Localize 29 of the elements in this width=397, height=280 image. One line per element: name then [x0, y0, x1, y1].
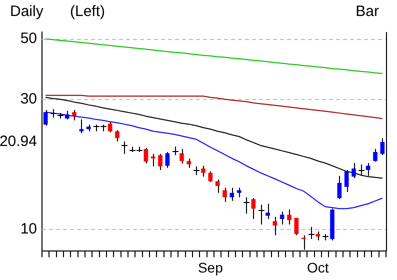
candlestick: [158, 153, 162, 170]
y-tick-label: 10: [20, 220, 37, 238]
candlestick: [186, 158, 192, 168]
text: (Left): [70, 3, 106, 20]
candlestick: [150, 153, 156, 167]
candlestick: [272, 216, 278, 236]
candlestick: [251, 198, 256, 220]
candlestick: [165, 152, 170, 168]
y-tick-label: 50: [20, 30, 37, 48]
candlestick: [180, 148, 184, 164]
candlestick: [115, 130, 120, 142]
candlestick: [215, 179, 220, 194]
x-tick-label: Sep: [198, 259, 224, 276]
candlestick: [337, 175, 342, 200]
candlestick: [236, 187, 242, 198]
candlestick: [72, 110, 76, 121]
candlestick: [266, 203, 270, 220]
candlestick: [373, 148, 378, 162]
text: Bar: [356, 3, 379, 20]
candlestick: [222, 187, 227, 202]
chart-title: Daily: [10, 3, 44, 20]
candlestick: [79, 118, 84, 134]
candlestick: [287, 209, 292, 226]
candlestick: [366, 162, 370, 176]
candlestick: [280, 211, 284, 226]
candlestick: [294, 217, 299, 236]
y-tick-label: 20.94: [0, 132, 37, 150]
y-tick-label: 30: [20, 90, 37, 108]
x-tick-label: Oct: [307, 259, 329, 276]
